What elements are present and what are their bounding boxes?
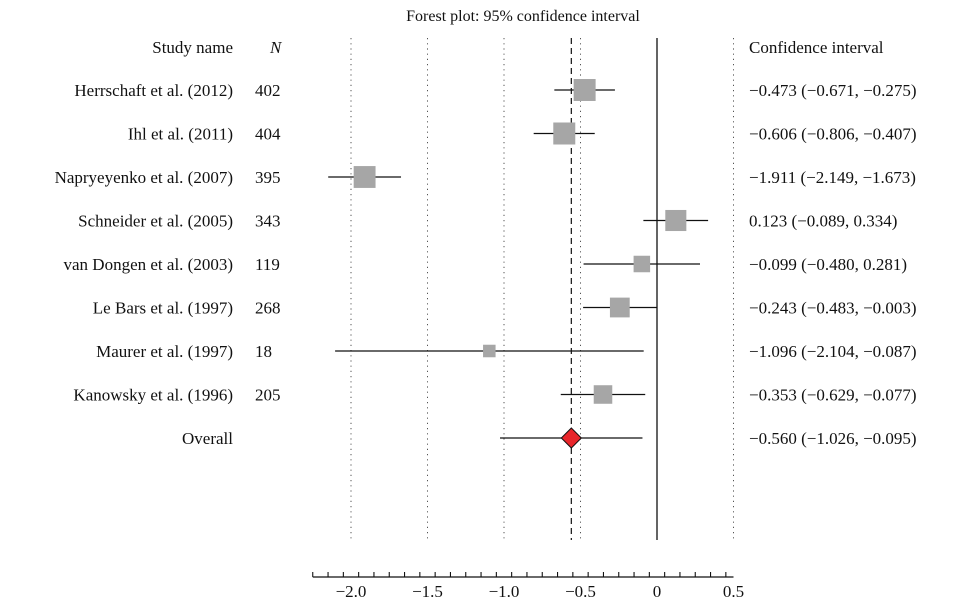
study-rows: Herrschaft et al. (2012) 402 −0.473 (−0.67… <box>55 79 917 405</box>
study-name: Napryeyenko et al. (2007) <box>55 168 233 187</box>
effect-square <box>633 255 651 273</box>
effect-square <box>553 122 576 145</box>
study-row: Napryeyenko et al. (2007) 395 −1.911 (−2.1… <box>55 166 916 188</box>
ci-header: Confidence interval <box>749 38 884 57</box>
overall-label: Overall <box>182 429 233 448</box>
ci-text: −0.243 (−0.483, −0.003) <box>749 299 917 318</box>
sample-size: 395 <box>255 168 281 187</box>
ci-text: −1.096 (−2.104, −0.087) <box>749 342 917 361</box>
sample-size: 404 <box>255 125 281 144</box>
ci-text: −0.353 (−0.629, −0.077) <box>749 386 917 405</box>
study-row: Kanowsky et al. (1996) 205 −0.353 (−0.629,… <box>73 385 917 405</box>
study-name: Kanowsky et al. (1996) <box>73 386 233 405</box>
ci-text: 0.123 (−0.089, 0.334) <box>749 212 897 231</box>
study-row: Maurer et al. (1997) 18 −1.096 (−2.104, −0… <box>96 342 916 361</box>
chart-title: Forest plot: 95% confidence interval <box>406 8 640 25</box>
effect-square <box>353 166 376 188</box>
x-tick-label: 0 <box>653 582 662 601</box>
study-row: Herrschaft et al. (2012) 402 −0.473 (−0.67… <box>74 79 917 101</box>
x-tick-label: −2.0 <box>336 582 367 601</box>
overall-diamond <box>560 427 583 449</box>
ci-text: −0.099 (−0.480, 0.281) <box>749 255 907 274</box>
overall-ci-text: −0.560 (−1.026, −0.095) <box>749 429 917 448</box>
x-axis: −2.0 −1.5 −1.0 −0.5 0 0.5 <box>312 572 744 601</box>
ci-text: −0.606 (−0.806, −0.407) <box>749 125 917 144</box>
study-row: Ihl et al. (2011) 404 −0.606 (−0.806, −0.4… <box>128 122 917 145</box>
x-tick-label: −0.5 <box>565 582 596 601</box>
effect-square <box>573 79 596 101</box>
study-row: van Dongen et al. (2003) 119 −0.099 (−0.48… <box>64 255 907 274</box>
effect-square <box>483 344 496 358</box>
study-row: Schneider et al. (2005) 343 0.123 (−0.089,… <box>78 209 897 232</box>
gridlines <box>350 38 734 540</box>
sample-size: 205 <box>255 386 281 405</box>
sample-size: 402 <box>255 81 281 100</box>
ci-text: −1.911 (−2.149, −1.673) <box>749 168 916 187</box>
x-tick-label: 0.5 <box>723 582 744 601</box>
sample-size: 119 <box>255 255 280 274</box>
effect-square <box>609 297 630 318</box>
n-header: N <box>269 38 283 57</box>
overall-row: Overall −0.560 (−1.026, −0.095) <box>182 427 917 449</box>
study-name: Ihl et al. (2011) <box>128 125 233 144</box>
effect-square <box>665 209 687 232</box>
x-tick-label: −1.5 <box>412 582 443 601</box>
sample-size: 268 <box>255 299 281 318</box>
sample-size: 18 <box>255 342 272 361</box>
sample-size: 343 <box>255 212 281 231</box>
study-name: Maurer et al. (1997) <box>96 342 233 361</box>
study-name: Le Bars et al. (1997) <box>93 299 233 318</box>
study-name: Herrschaft et al. (2012) <box>74 81 233 100</box>
x-tick-label: −1.0 <box>489 582 520 601</box>
effect-square <box>593 385 613 404</box>
study-name: van Dongen et al. (2003) <box>64 255 233 274</box>
ci-text: −0.473 (−0.671, −0.275) <box>749 81 917 100</box>
study-name-header: Study name <box>152 38 233 57</box>
study-row: Le Bars et al. (1997) 268 −0.243 (−0.483, … <box>93 297 917 318</box>
study-name: Schneider et al. (2005) <box>78 212 233 231</box>
